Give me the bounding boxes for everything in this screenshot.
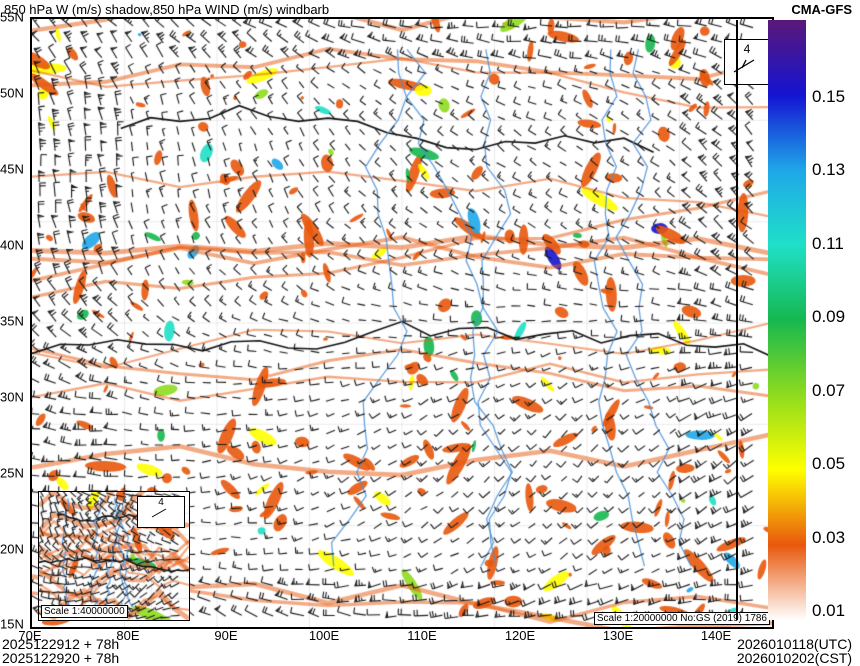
lon-label-80E: 80E	[116, 628, 139, 643]
lat-label-20N: 20N	[0, 542, 24, 557]
lat-label-45N: 45N	[0, 162, 24, 177]
map-frame[interactable]: 4 4 Scale 1:40000000 Scale 1:20000000 No…	[30, 17, 774, 629]
chart-title-right: CMA-GFS	[791, 2, 852, 17]
colorbar-tick-7: 0.01	[812, 601, 845, 621]
inset-windbarb-legend: 4	[137, 496, 185, 528]
lon-label-130E: 130E	[603, 628, 633, 643]
colorbar-tick-1: 0.13	[812, 160, 845, 180]
lon-label-140E: 140E	[701, 628, 731, 643]
lon-label-110E: 110E	[407, 628, 436, 643]
colorbar-tick-4: 0.07	[812, 381, 845, 401]
lat-label-30N: 30N	[0, 390, 24, 405]
colorbar-gradient	[768, 20, 806, 620]
colorbar-divider	[736, 20, 738, 620]
colorbar-tick-2: 0.11	[812, 234, 844, 254]
lon-label-90E: 90E	[214, 628, 237, 643]
inset-windbarb-value: 4	[138, 497, 184, 508]
lat-label-25N: 25N	[0, 466, 24, 481]
weather-map-app: 850 hPa W (m/s) shadow,850 hPa WIND (m/s…	[0, 0, 860, 664]
inset-map-box[interactable]: 4 Scale 1:40000000	[38, 491, 190, 621]
lat-label-55N: 55N	[0, 10, 24, 25]
colorbar-tick-5: 0.05	[812, 454, 845, 474]
chart-title-left: 850 hPa W (m/s) shadow,850 hPa WIND (m/s…	[4, 2, 329, 17]
inset-windbarb-icon	[151, 508, 171, 518]
colorbar-tick-3: 0.09	[812, 307, 845, 327]
lat-label-35N: 35N	[0, 314, 24, 329]
lat-label-40N: 40N	[0, 238, 24, 253]
colorbar-tick-0: 0.15	[812, 87, 845, 107]
colorbar-tick-6: 0.03	[812, 528, 845, 548]
inset-scale-label: Scale 1:40000000	[41, 605, 128, 618]
lat-label-50N: 50N	[0, 86, 24, 101]
colorbar-legend: 0.15 0.13 0.11 0.09 0.07 0.05 0.03 0.01	[736, 20, 846, 620]
lon-label-100E: 100E	[309, 628, 339, 643]
lon-label-120E: 120E	[505, 628, 535, 643]
